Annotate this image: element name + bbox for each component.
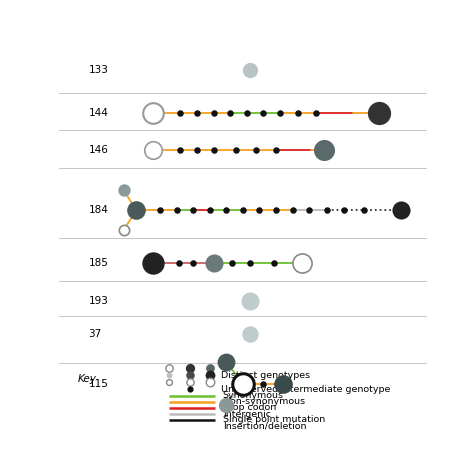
Point — [305, 206, 313, 214]
Point — [226, 109, 234, 117]
Point — [206, 364, 214, 372]
Point — [223, 206, 230, 214]
Point — [324, 206, 331, 214]
Point — [210, 109, 217, 117]
Point — [206, 371, 214, 379]
Point — [223, 358, 230, 366]
Point — [173, 206, 181, 214]
Point — [320, 146, 328, 154]
Point — [223, 401, 230, 409]
Point — [190, 259, 197, 267]
Point — [193, 146, 201, 154]
Point — [246, 66, 254, 73]
Point — [294, 109, 302, 117]
Point — [210, 146, 217, 154]
Point — [252, 146, 260, 154]
Point — [276, 109, 283, 117]
Point — [243, 109, 250, 117]
Text: Stop codon: Stop codon — [223, 403, 276, 412]
Point — [397, 206, 405, 214]
Point — [239, 380, 246, 387]
Point — [210, 259, 217, 267]
Point — [165, 371, 173, 379]
Text: 144: 144 — [89, 109, 109, 118]
Text: 115: 115 — [89, 379, 109, 389]
Point — [175, 259, 182, 267]
Text: Distinct genotypes: Distinct genotypes — [221, 371, 310, 380]
Point — [239, 206, 246, 214]
Point — [246, 330, 254, 338]
Point — [165, 364, 173, 372]
Point — [206, 379, 214, 386]
Point — [165, 379, 173, 386]
Text: Non-synonymous: Non-synonymous — [223, 397, 305, 406]
Text: 146: 146 — [89, 145, 109, 155]
Point — [255, 206, 263, 214]
Point — [177, 109, 184, 117]
Text: 185: 185 — [89, 258, 109, 268]
Text: Key: Key — [78, 374, 97, 384]
Point — [270, 259, 278, 267]
Point — [149, 146, 157, 154]
Point — [232, 146, 239, 154]
Text: Synonymous: Synonymous — [223, 391, 284, 400]
Point — [259, 109, 267, 117]
Text: Insertion/deletion: Insertion/deletion — [223, 422, 306, 431]
Point — [228, 259, 236, 267]
Text: 37: 37 — [89, 329, 102, 339]
Point — [190, 206, 197, 214]
Point — [133, 206, 140, 214]
Point — [206, 206, 214, 214]
Point — [193, 109, 201, 117]
Point — [120, 227, 128, 234]
Point — [259, 380, 267, 387]
Point — [298, 259, 305, 267]
Text: 193: 193 — [89, 296, 109, 306]
Text: Unobserved intermediate genotype: Unobserved intermediate genotype — [221, 384, 390, 393]
Point — [186, 385, 193, 393]
Text: Single point mutation: Single point mutation — [223, 415, 325, 424]
Point — [186, 364, 193, 372]
Point — [340, 206, 348, 214]
Point — [272, 146, 280, 154]
Point — [246, 259, 254, 267]
Point — [360, 206, 368, 214]
Point — [149, 109, 157, 117]
Point — [186, 379, 193, 386]
Text: 133: 133 — [89, 64, 109, 74]
Point — [177, 146, 184, 154]
Point — [280, 380, 287, 387]
Point — [312, 109, 320, 117]
Point — [272, 206, 280, 214]
Point — [156, 206, 164, 214]
Point — [120, 186, 128, 194]
Text: 184: 184 — [89, 205, 109, 215]
Point — [186, 371, 193, 379]
Point — [246, 298, 254, 305]
Point — [289, 206, 296, 214]
Text: Intergenic: Intergenic — [223, 410, 271, 419]
Point — [375, 109, 383, 117]
Point — [149, 259, 157, 267]
